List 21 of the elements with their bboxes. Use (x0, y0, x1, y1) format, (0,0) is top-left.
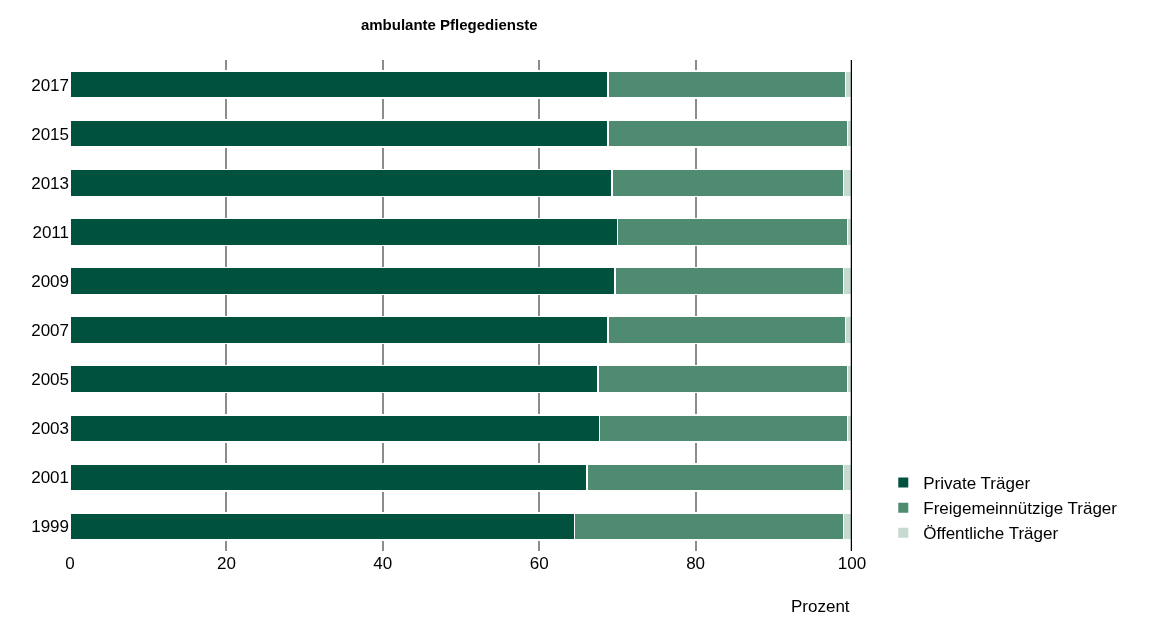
y-tick-label: 2001 (31, 468, 69, 488)
x-axis-title: Prozent (791, 597, 850, 616)
x-tick-label: 40 (373, 554, 393, 573)
legend-label: Private Träger (923, 474, 1031, 494)
y-tick-label: 2003 (31, 419, 69, 439)
y-tick-label: 2005 (31, 370, 69, 390)
x-tick-label: 80 (686, 554, 706, 573)
y-tick-label: 2013 (31, 173, 69, 193)
x-tick-label: 100 (837, 554, 867, 573)
x-tick-label: 0 (65, 554, 75, 573)
y-tick-label: 1999 (31, 517, 69, 537)
y-tick-label: 2015 (31, 124, 69, 144)
x-tick-label: 20 (216, 554, 236, 573)
y-tick-label: 2007 (31, 321, 69, 340)
x-tick-label: 60 (529, 554, 549, 573)
y-tick-label: 2009 (31, 271, 69, 291)
legend-label: Öffentliche Träger (923, 524, 1059, 544)
y-tick-label: 2017 (31, 75, 69, 95)
legend-label: Freigemeinnützige Träger (923, 499, 1118, 519)
y-tick-label: 2011 (32, 222, 69, 242)
chart-title: ambulante Pflegedienste (360, 15, 538, 33)
